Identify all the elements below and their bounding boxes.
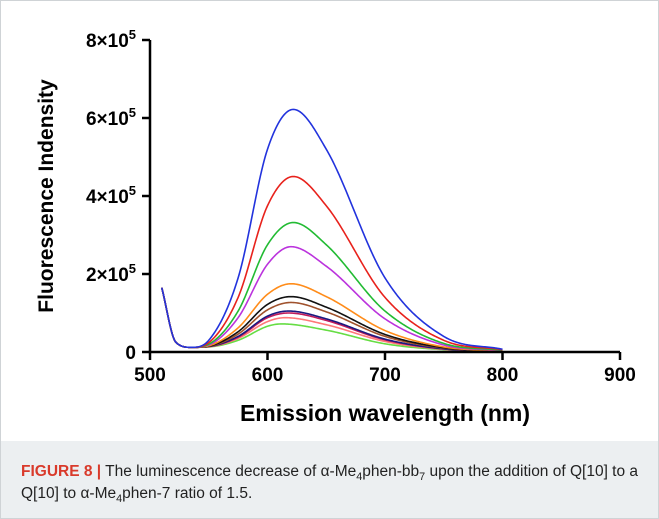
figure-label: FIGURE 8 | bbox=[21, 463, 102, 480]
spectrum-series-line bbox=[160, 108, 503, 351]
x-axis-title: Emission wavelength (nm) bbox=[240, 400, 530, 426]
x-tick-label: 900 bbox=[604, 365, 636, 386]
chart-area: 500 600 700 800 900 0 2×105 4×105 6×105 8×105 Em… bbox=[1, 1, 659, 441]
x-tick-label: 500 bbox=[134, 365, 166, 386]
caption-text: The luminescence decrease of α-Me4phen-b… bbox=[21, 463, 639, 506]
spectrum-series-line bbox=[160, 245, 503, 352]
x-tick-label: 700 bbox=[369, 365, 401, 386]
y-axis-title: Fluorescence Indensity bbox=[35, 79, 58, 313]
caption-band: FIGURE 8 | The luminescence decrease of … bbox=[1, 441, 658, 518]
y-tick-label: 4×105 bbox=[86, 183, 136, 208]
y-ticks-group: 0 2×105 4×105 6×105 8×105 bbox=[86, 27, 150, 364]
y-tick-label: 2×105 bbox=[86, 261, 136, 286]
emission-spectra-chart: 500 600 700 800 900 0 2×105 4×105 6×105 8×105 Em… bbox=[35, 27, 636, 426]
spectra-series-group bbox=[160, 108, 503, 353]
x-tick-label: 600 bbox=[252, 365, 284, 386]
x-tick-label: 800 bbox=[487, 365, 519, 386]
spectrum-series-line bbox=[160, 175, 503, 351]
y-tick-label: 6×105 bbox=[86, 105, 136, 130]
y-tick-label: 0 bbox=[125, 343, 136, 364]
y-tick-label: 8×105 bbox=[86, 27, 136, 52]
figure-caption: FIGURE 8 | The luminescence decrease of … bbox=[21, 461, 646, 505]
spectrum-series-line bbox=[160, 221, 503, 351]
spectrum-series-line bbox=[160, 282, 503, 352]
x-ticks-group: 500 600 700 800 900 bbox=[134, 352, 636, 386]
